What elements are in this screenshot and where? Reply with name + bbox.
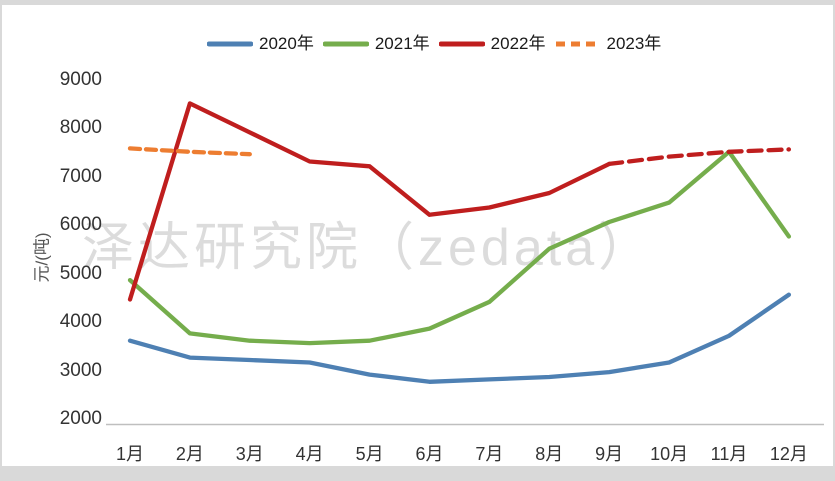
series-line-2020 [127,292,792,384]
legend: 2020年 2021年 2022年 2023年 [207,32,661,56]
y-tick-label-3000: 3000 [59,359,102,381]
legend-label-2023: 2023年 [606,34,662,53]
x-tick-label-6: 6月 [415,444,444,464]
y-tick-label-8000: 8000 [59,117,102,139]
legend-label-2022: 2022年 [490,34,546,53]
legend-line-sample-2020 [207,41,253,47]
legend-line-sample-2021 [322,41,369,47]
y-tick-label-7000: 7000 [59,165,102,187]
x-tick-label-2: 2月 [175,444,204,464]
legend-item-2022: 2022年 [438,32,546,56]
x-tick-label-10: 10月 [650,444,689,464]
x-tick-label-7: 7月 [475,444,504,464]
x-tick-label-12: 12月 [769,444,808,464]
x-tick-label-5: 5月 [355,444,384,464]
chart-canvas: 泽达研究院（zedata） 2020年 2021年 2022年 [2,5,833,466]
legend-line-sample-2022 [438,41,485,47]
x-tick-label-1: 1月 [115,444,144,464]
legend-item-2020: 2020年 [207,32,314,56]
y-tick-label-5000: 5000 [59,262,102,284]
y-tick-label-4000: 4000 [59,311,102,333]
y-tick-label-6000: 6000 [59,214,102,236]
series-line-2023 [127,146,252,157]
x-tick-label-8: 8月 [535,444,564,464]
y-tick-label-9000: 9000 [59,69,102,90]
legend-line-sample-2023 [556,41,599,47]
legend-label-2021: 2021年 [374,34,430,53]
x-tick-label-9: 9月 [595,444,624,464]
x-tick-label-4: 4月 [295,444,324,464]
legend-item-2023: 2023年 [554,32,661,56]
x-tick-label-11: 11月 [710,444,748,464]
legend-item-2021: 2021年 [322,32,430,56]
legend-label-2020: 2020年 [259,34,314,53]
x-tick-label-3: 3月 [235,444,264,464]
watermark: 泽达研究院（zedata） [82,219,655,277]
series-line-2022-forecast [607,147,792,167]
y-tick-label-2000: 2000 [59,408,102,429]
